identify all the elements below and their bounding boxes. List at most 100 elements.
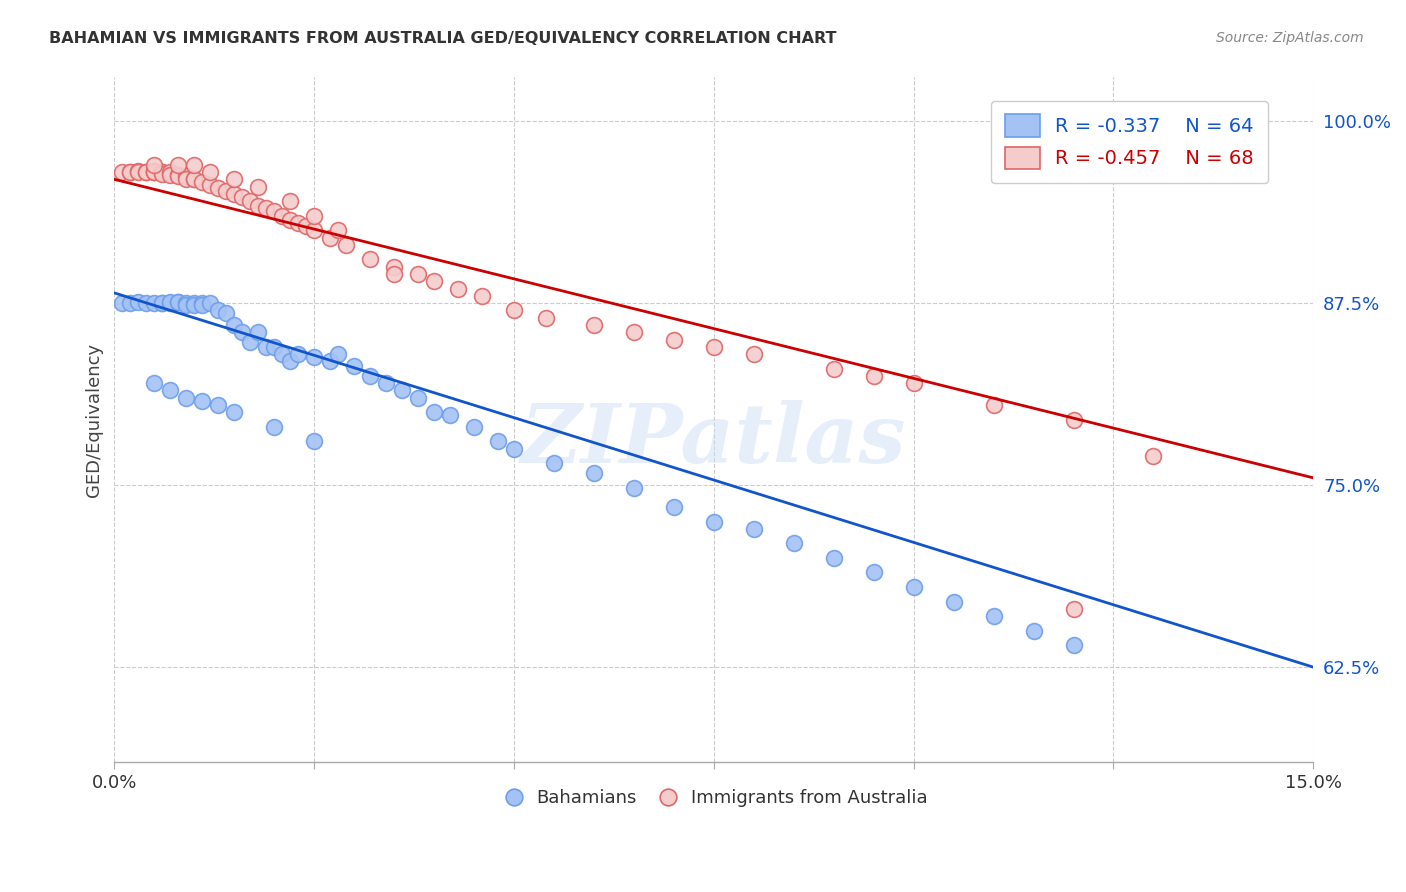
Point [391,384,413,398]
Point [703,515,725,529]
Point [534,310,557,325]
Point [343,359,366,373]
Point [319,354,342,368]
Point [200,165,222,179]
Point [406,391,429,405]
Point [271,209,294,223]
Point [183,297,205,311]
Point [224,186,246,201]
Point [150,167,173,181]
Point [239,194,262,209]
Point [183,158,205,172]
Point [120,165,142,179]
Point [1063,412,1085,426]
Point [742,347,765,361]
Point [983,398,1005,412]
Point [159,168,181,182]
Point [200,296,222,310]
Point [335,238,357,252]
Point [623,481,645,495]
Point [278,354,301,368]
Point [150,296,173,310]
Point [167,169,190,184]
Point [423,274,446,288]
Point [143,165,166,179]
Point [167,294,190,309]
Point [191,296,214,310]
Point [111,296,134,310]
Point [215,184,238,198]
Point [471,289,494,303]
Point [167,294,190,309]
Point [143,296,166,310]
Point [143,165,166,179]
Point [191,297,214,311]
Point [191,175,214,189]
Point [135,296,157,310]
Point [120,165,142,179]
Point [862,368,884,383]
Point [263,420,285,434]
Point [254,340,277,354]
Point [983,609,1005,624]
Point [1022,624,1045,638]
Point [1142,449,1164,463]
Point [406,267,429,281]
Point [183,172,205,186]
Point [263,340,285,354]
Point [159,296,181,310]
Point [302,350,325,364]
Point [503,442,526,456]
Point [263,204,285,219]
Point [159,294,181,309]
Point [662,333,685,347]
Point [903,580,925,594]
Point [823,550,845,565]
Point [150,296,173,310]
Point [247,198,270,212]
Point [543,456,565,470]
Point [382,260,405,274]
Point [742,522,765,536]
Point [176,296,198,310]
Point [319,230,342,244]
Point [247,325,270,339]
Point [302,434,325,449]
Point [287,216,309,230]
Point [224,318,246,332]
Point [167,158,190,172]
Text: ZIPatlas: ZIPatlas [522,401,907,480]
Point [271,347,294,361]
Point [582,467,605,481]
Point [302,209,325,223]
Point [359,368,381,383]
Point [150,165,173,179]
Point [176,391,198,405]
Point [823,361,845,376]
Point [703,340,725,354]
Y-axis label: GED/Equivalency: GED/Equivalency [86,343,103,497]
Point [328,347,350,361]
Point [183,296,205,310]
Point [176,172,198,186]
Point [135,165,157,179]
Point [135,165,157,179]
Point [143,163,166,178]
Point [120,296,142,310]
Point [176,169,198,184]
Point [200,178,222,193]
Point [207,398,229,412]
Point [278,194,301,209]
Point [447,282,470,296]
Point [302,223,325,237]
Point [503,303,526,318]
Point [159,165,181,179]
Point [207,181,229,195]
Point [207,303,229,318]
Point [127,165,149,179]
Point [942,594,965,608]
Point [239,335,262,350]
Point [862,566,884,580]
Point [231,190,253,204]
Point [224,405,246,419]
